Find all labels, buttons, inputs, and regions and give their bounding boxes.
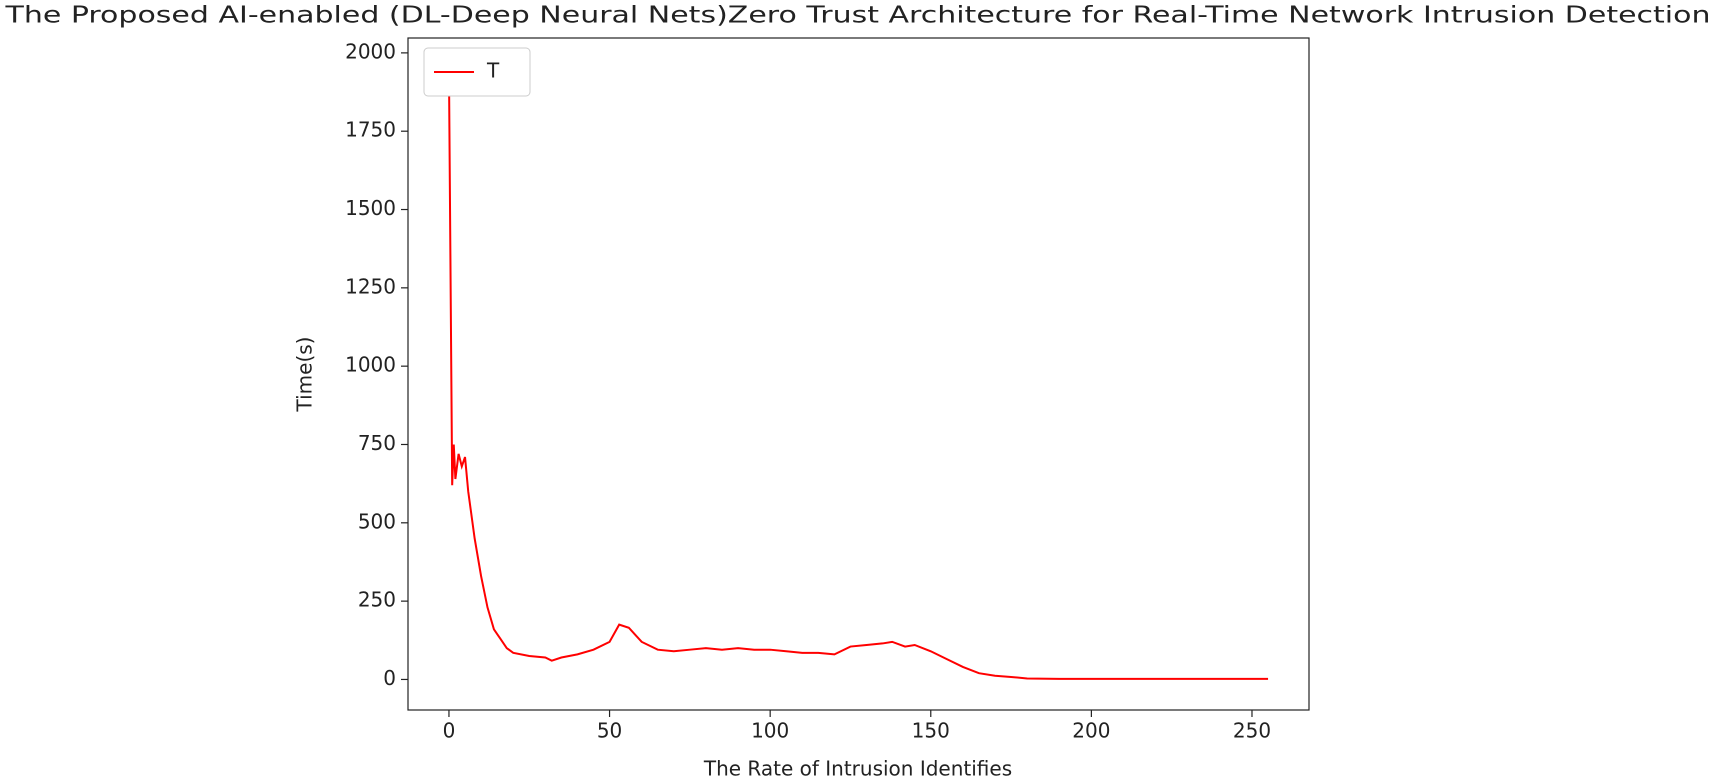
y-axis-label: Time(s) [293,337,317,413]
y-tick-label: 1000 [345,353,396,377]
x-tick-label: 100 [751,719,789,743]
y-tick-label: 1250 [345,274,396,298]
chart-title: The Proposed AI-enabled (DL-Deep Neural … [4,3,1710,29]
plot-frame [407,37,1310,711]
y-tick-label: 1750 [345,118,396,142]
legend-box [423,47,531,97]
y-tick-label: 250 [358,588,396,612]
y-tick-label: 0 [383,666,396,690]
line-series [447,68,1269,680]
y-tick-label: 750 [358,431,396,455]
x-tick-label: 200 [1072,719,1110,743]
x-tick-label: 150 [912,719,950,743]
x-tick-label: 50 [597,719,622,743]
x-axis-label: The Rate of Intrusion Identifies [703,757,1012,780]
legend-label: T [486,59,500,83]
y-tick-label: 500 [358,509,396,533]
y-tick-label: 1500 [345,196,396,220]
x-tick-label: 0 [443,719,456,743]
y-tick-label: 2000 [345,39,396,63]
x-tick-label: 250 [1233,719,1271,743]
